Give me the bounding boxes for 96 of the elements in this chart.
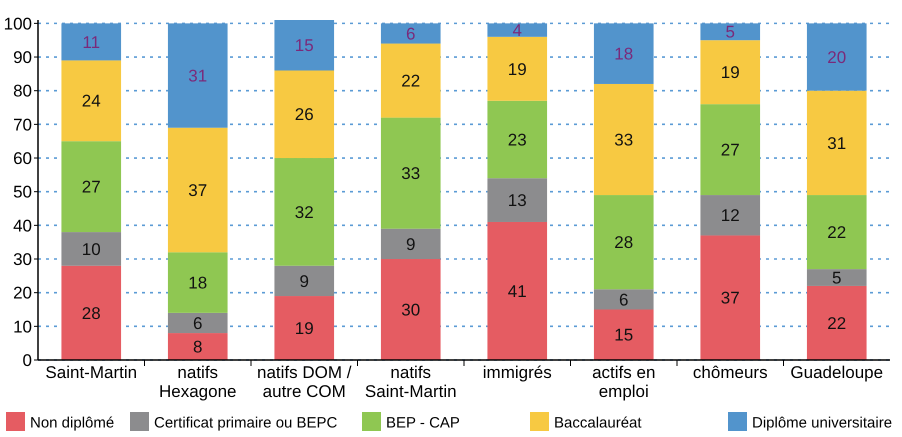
data-label: 19 [720,63,740,82]
data-label: 6 [619,290,628,310]
bar [168,312,228,334]
data-label: 22 [827,314,846,333]
data-label: 32 [294,202,314,222]
data-label: 23 [508,130,527,150]
data-label: 27 [82,178,101,197]
bar [700,40,760,104]
bar [700,235,760,360]
y-tick-label: 20 [13,284,32,303]
bar [274,296,334,360]
bar [594,289,654,310]
bar [168,252,228,313]
x-tick-label: natifs DOM / autre COM [257,363,352,401]
x-tick-label: natifs Saint-Martin [364,363,457,401]
bar [806,286,867,360]
bar [594,84,654,196]
data-label: 28 [614,233,634,252]
data-label: 33 [401,164,420,184]
data-label: 9 [406,234,416,254]
bar [61,141,122,232]
legend-label: BEP - CAP [386,414,460,432]
y-tick-label: 90 [13,48,32,67]
data-label: 18 [188,274,208,293]
data-label: 5 [832,268,842,288]
y-tick-label: 10 [13,317,32,336]
bar [487,36,548,101]
data-label: 31 [188,66,208,86]
data-label: 5 [726,22,735,42]
data-label: 24 [82,92,101,111]
x-tick-label: actifs en emploi [592,363,656,401]
bar [806,269,867,286]
y-tick-label: 80 [13,82,32,101]
data-label: 30 [401,300,420,320]
data-label: 33 [614,130,634,150]
data-label: 6 [406,24,416,44]
data-label: 27 [720,140,740,160]
y-tick-label: 30 [13,250,32,269]
y-tick-label: 60 [13,148,32,168]
data-label: 11 [82,32,100,52]
bar [61,232,122,266]
bar [700,195,760,236]
bar [380,44,441,118]
data-label: 26 [294,105,314,124]
bar [61,60,122,142]
bar [380,228,441,260]
bar [274,158,334,266]
data-label: 12 [720,206,740,226]
bar [487,222,548,360]
data-label: 19 [508,60,527,79]
bar [594,195,654,290]
bar [487,100,548,178]
x-tick-label: natifs Hexagone [158,363,237,401]
data-label: 6 [193,314,202,333]
legend-label: Baccalauréat [554,414,642,432]
bar [700,104,760,196]
bar [61,266,122,360]
data-label: 37 [188,180,208,200]
data-label: 15 [614,326,634,345]
data-label: 22 [827,223,846,242]
x-tick-label: Saint-Martin [45,363,138,382]
bar [380,259,441,360]
bar [274,70,334,158]
data-label: 8 [193,337,202,356]
data-label: 18 [614,44,634,64]
y-tick-label: 0 [22,350,32,370]
bar [806,195,867,270]
legend-label: Diplôme universitaire [752,414,892,432]
legend-label: Certificat primaire ou BEPC [154,414,338,432]
bar [168,128,228,252]
bar [487,178,548,222]
x-tick-label: Guadeloupe [790,363,884,382]
y-tick-label: 100 [4,14,32,34]
bar [380,118,441,229]
data-label: 37 [720,288,740,308]
data-label: 4 [512,21,522,40]
data-label: 19 [294,318,314,338]
y-tick-label: 40 [13,216,32,236]
y-tick-label: 50 [13,182,32,202]
bar [274,266,334,296]
x-tick-label: immigrés [482,363,552,382]
bar [806,90,867,196]
data-label: 41 [508,282,527,301]
bar [594,310,654,360]
data-label: 13 [508,191,527,210]
data-label: 31 [827,134,846,153]
data-label: 22 [401,72,420,91]
legend-label: Non diplômé [30,414,114,432]
data-label: 20 [827,48,846,67]
data-label: 28 [82,304,101,323]
x-tick-label: chômeurs [692,363,768,382]
bar [168,333,228,360]
data-label: 9 [300,272,309,291]
y-tick-label: 70 [13,115,32,134]
data-label: 15 [294,36,314,56]
data-label: 10 [82,240,101,259]
